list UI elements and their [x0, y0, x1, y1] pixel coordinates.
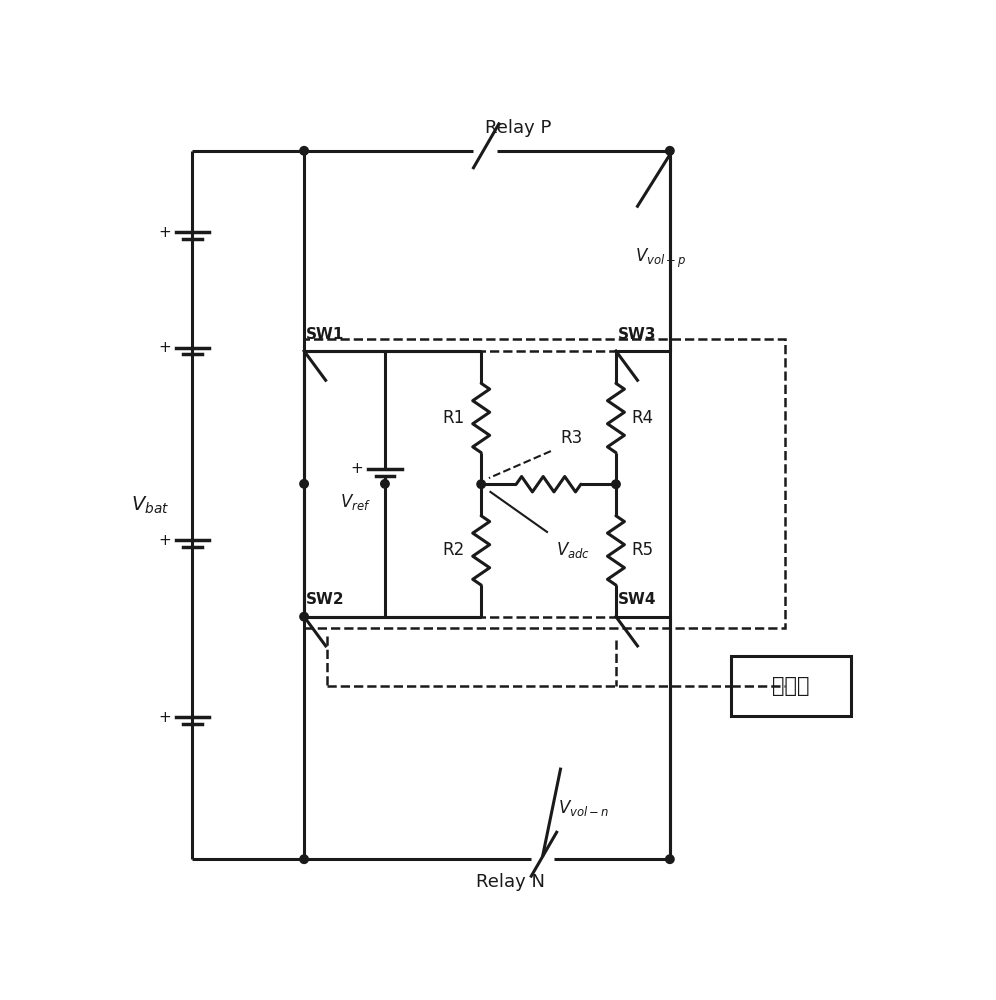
Circle shape	[612, 480, 621, 488]
Text: +: +	[158, 225, 171, 240]
Text: $V_{bat}$: $V_{bat}$	[131, 494, 169, 516]
Circle shape	[665, 855, 674, 863]
Bar	[731, 656, 851, 716]
Circle shape	[300, 855, 309, 863]
Text: R1: R1	[442, 409, 464, 427]
Circle shape	[380, 480, 389, 488]
Text: +: +	[158, 533, 171, 548]
Circle shape	[300, 480, 309, 488]
Circle shape	[300, 147, 309, 155]
Text: +: +	[158, 710, 171, 725]
Text: $V_{vol-p}$: $V_{vol-p}$	[635, 247, 687, 270]
Text: R2: R2	[442, 541, 464, 559]
Text: +: +	[158, 340, 171, 355]
Circle shape	[477, 480, 485, 488]
Text: SW4: SW4	[618, 592, 656, 607]
Text: SW1: SW1	[306, 327, 344, 342]
Text: $V_{ref}$: $V_{ref}$	[341, 492, 372, 512]
Text: R3: R3	[560, 429, 583, 447]
Text: R5: R5	[631, 541, 653, 559]
Text: 控制器: 控制器	[772, 676, 810, 696]
Text: Relay P: Relay P	[485, 119, 551, 137]
Circle shape	[300, 612, 309, 621]
Text: SW2: SW2	[306, 592, 345, 607]
Text: SW3: SW3	[618, 327, 656, 342]
Text: +: +	[351, 461, 364, 476]
Circle shape	[665, 147, 674, 155]
Text: R4: R4	[631, 409, 653, 427]
Text: Relay N: Relay N	[475, 873, 545, 891]
Text: $V_{vol-n}$: $V_{vol-n}$	[558, 798, 610, 818]
Text: $V_{adc}$: $V_{adc}$	[556, 540, 591, 560]
